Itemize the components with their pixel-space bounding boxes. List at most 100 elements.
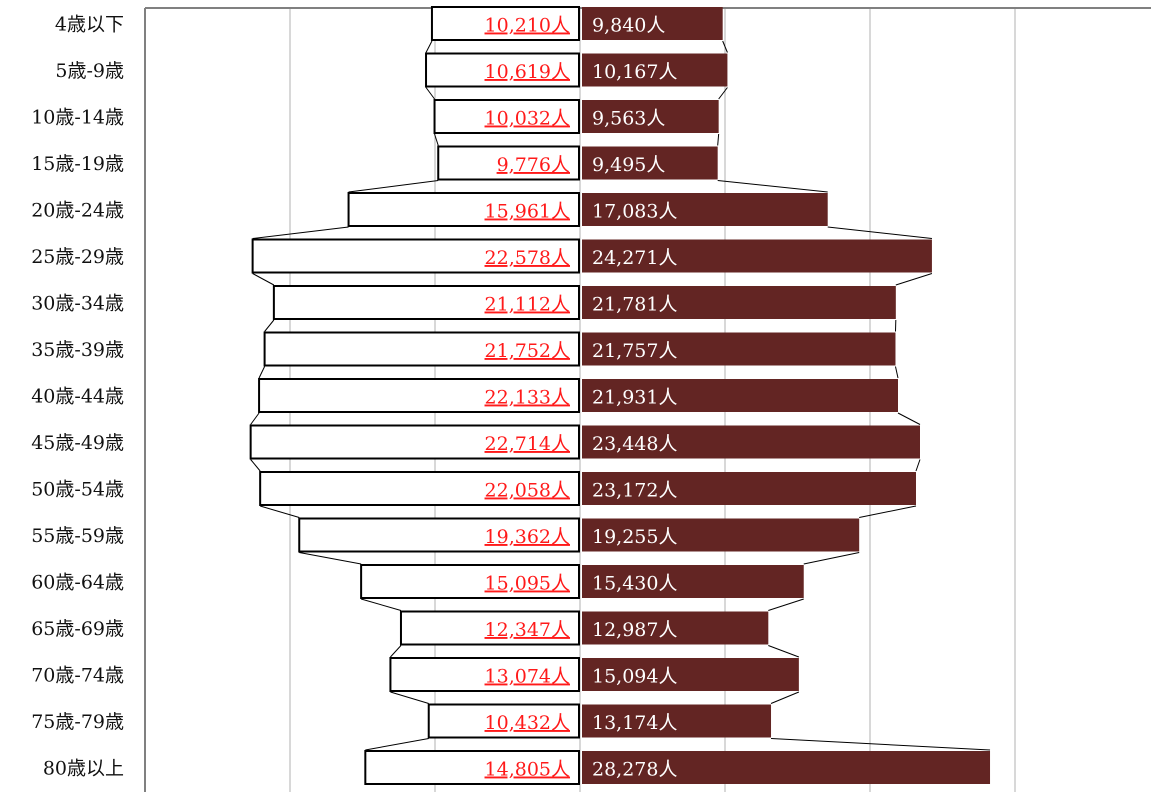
male-value-label: 10,032人: [485, 108, 570, 130]
male-bar: [249, 424, 580, 460]
female-bar: [582, 332, 896, 366]
male-value-label: 12,347人: [485, 619, 570, 641]
category-label: 60歳-64歳: [31, 572, 124, 594]
male-bar: [364, 750, 581, 785]
male-value-label: 21,752人: [485, 340, 570, 362]
female-bar: [582, 425, 920, 459]
male-connector-line: [250, 412, 260, 425]
series-connectors: [250, 40, 991, 751]
male-value-label: 21,112人: [485, 294, 570, 316]
female-bar: [582, 286, 896, 319]
female-bar: [582, 7, 723, 40]
male-connector-line: [252, 226, 349, 239]
female-bar: [582, 704, 772, 738]
male-bar: [272, 285, 580, 320]
female-connector-line: [897, 412, 921, 425]
female-connector-line: [770, 691, 800, 704]
female-value-label: 9,840人: [592, 15, 665, 37]
female-value-label: 15,430人: [592, 573, 677, 595]
male-value-label: 22,058人: [485, 480, 570, 502]
female-connector-line: [768, 645, 800, 658]
male-value-label: 13,074人: [485, 666, 570, 688]
male-connector-line: [250, 459, 261, 472]
category-label: 4歳以下: [55, 14, 124, 36]
male-connector-line: [365, 738, 429, 751]
female-bar: [582, 611, 769, 645]
female-connector-line: [827, 226, 932, 239]
male-connector-line: [390, 645, 402, 658]
category-label: 70歳-74歳: [31, 665, 124, 687]
male-value-label: 22,578人: [485, 247, 570, 269]
category-label: 30歳-34歳: [31, 293, 124, 315]
category-label: 65歳-69歳: [31, 618, 124, 640]
male-value-label: 22,133人: [485, 387, 570, 409]
female-value-label: 21,757人: [592, 340, 677, 362]
female-value-label: 15,094人: [592, 666, 677, 688]
male-bar: [298, 517, 580, 553]
male-connector-line: [425, 40, 433, 53]
male-value-label: 14,805人: [485, 759, 570, 781]
female-bar: [582, 53, 728, 87]
female-value-label: 17,083人: [592, 201, 677, 223]
female-bar: [582, 658, 799, 691]
female-connector-line: [859, 505, 917, 518]
male-bar: [347, 192, 580, 227]
male-value-label: 10,619人: [485, 61, 570, 83]
female-bar: [582, 518, 860, 552]
female-connector-line: [915, 459, 921, 472]
female-value-label: 28,278人: [592, 759, 677, 781]
male-connector-line: [299, 552, 362, 565]
female-connector-line: [768, 598, 804, 611]
male-connector-line: [425, 87, 435, 100]
category-label: 50歳-54歳: [31, 479, 124, 501]
female-value-label: 21,931人: [592, 387, 677, 409]
bars: [249, 6, 991, 785]
category-label: 55歳-59歳: [31, 525, 124, 547]
category-label: 75歳-79歳: [31, 711, 124, 733]
category-label: 80歳以上: [43, 758, 124, 780]
male-connector-line: [390, 691, 429, 704]
male-connector-line: [434, 133, 439, 146]
male-bar: [430, 6, 580, 41]
female-connector-line: [722, 40, 728, 53]
female-bar: [582, 565, 804, 598]
female-bar: [582, 193, 828, 226]
male-bar: [437, 145, 580, 181]
female-value-label: 21,781人: [592, 294, 677, 316]
female-bar: [582, 472, 916, 505]
male-connector-line: [252, 273, 275, 286]
category-label: 25歳-29歳: [31, 246, 124, 268]
female-value-label: 10,167人: [592, 61, 677, 83]
female-bar: [582, 379, 898, 412]
female-bar: [582, 146, 718, 180]
male-bar: [399, 610, 580, 646]
category-label: 40歳-44歳: [31, 386, 124, 408]
female-bar: [582, 239, 932, 273]
female-connector-line: [803, 552, 860, 565]
female-bar: [582, 100, 719, 133]
female-value-label: 23,172人: [592, 480, 677, 502]
female-value-label: 9,495人: [592, 154, 665, 176]
male-bar: [360, 564, 580, 599]
male-bar: [263, 331, 580, 367]
male-value-label: 9,776人: [497, 154, 570, 176]
female-value-label: 19,255人: [592, 526, 677, 548]
male-bar: [427, 703, 580, 739]
category-label: 20歳-24歳: [31, 200, 124, 222]
male-bar: [259, 471, 580, 506]
female-connector-line: [895, 273, 933, 286]
male-bar: [433, 99, 581, 134]
category-label: 5歳-9歳: [55, 60, 124, 82]
female-value-label: 12,987人: [592, 619, 677, 641]
male-bar: [389, 657, 580, 692]
male-value-label: 10,210人: [485, 15, 570, 37]
male-value-label: 15,961人: [485, 201, 570, 223]
category-label: 45歳-49歳: [31, 432, 124, 454]
female-value-label: 23,448人: [592, 433, 677, 455]
female-value-label: 9,563人: [592, 108, 665, 130]
male-connector-line: [360, 598, 402, 611]
male-value-label: 10,432人: [485, 712, 570, 734]
female-connector-line: [717, 180, 828, 193]
female-connector-line: [894, 366, 899, 379]
female-connector-line: [770, 738, 991, 751]
